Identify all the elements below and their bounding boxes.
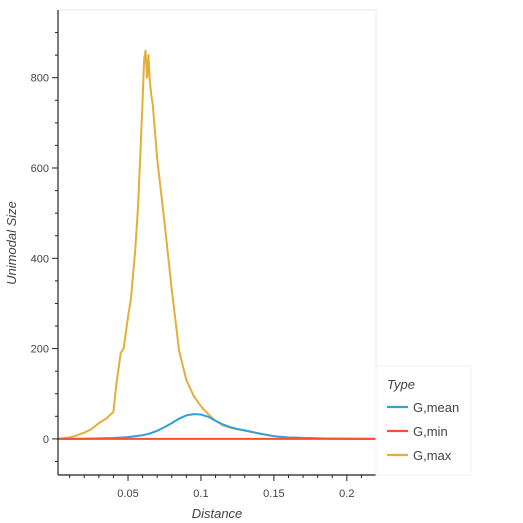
legend-title: Type [387,377,415,392]
y-tick-label: 800 [31,73,49,85]
legend-box [375,365,472,476]
plot-background [57,9,377,476]
x-tick-label: 0.15 [263,488,284,500]
y-tick-label: 600 [31,163,49,175]
legend: Type G,mean G,min G,max [375,365,472,476]
series-line-g-mean [57,413,377,440]
x-tick-label: 0.2 [339,488,354,500]
axes-layer: 0 200 400 600 800 0.05 0.1 0.15 0.2 [31,10,376,500]
series-layer [57,49,377,440]
x-tick-label: 0.1 [193,488,208,500]
y-axis-title: Unimodal Size [4,201,19,285]
legend-items: G,mean G,min G,max [387,400,459,463]
legend-item: G,min [387,424,448,439]
x-tick-label: 0.05 [117,488,138,500]
legend-item: G,mean [387,400,459,415]
legend-label: G,min [413,424,448,439]
y-tick-label: 400 [31,253,49,265]
legend-item: G,max [387,448,452,463]
legend-label: G,max [413,448,452,463]
legend-label: G,mean [413,400,459,415]
x-axis-title: Distance [192,506,243,521]
y-tick-label: 200 [31,344,49,356]
y-tick-label: 0 [43,434,49,446]
